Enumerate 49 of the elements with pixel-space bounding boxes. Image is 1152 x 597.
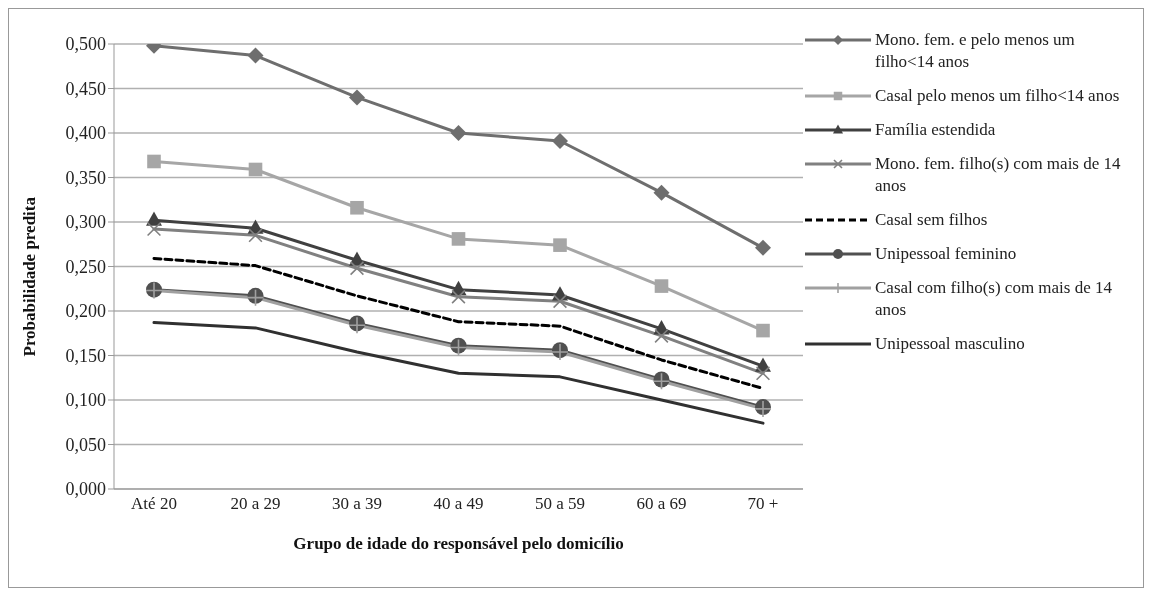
legend-label: Casal sem filhos	[875, 209, 988, 231]
line-series	[152, 321, 765, 425]
point	[553, 238, 567, 252]
point	[451, 289, 466, 304]
y-tick-label: 0,000	[65, 479, 106, 500]
point	[146, 221, 162, 237]
x-tick-label: 40 a 49	[433, 494, 484, 514]
point	[755, 366, 771, 381]
x-tick-label: Até 20	[131, 494, 177, 514]
y-axis-title: Probabilidade predita	[20, 196, 40, 357]
point	[349, 89, 365, 106]
legend-label: Casal pelo menos um filho<14 anos	[875, 85, 1120, 107]
legend-label: Mono. fem. filho(s) com mais de 14 anos	[875, 153, 1122, 197]
y-tick-label: 0,450	[65, 78, 106, 99]
x-tick-label: 70 +	[747, 494, 779, 514]
y-tick-label: 0,250	[65, 256, 106, 277]
point	[147, 154, 161, 169]
point	[350, 200, 364, 215]
x-tick-label: 50 a 59	[534, 494, 586, 514]
point	[450, 125, 467, 141]
legend-label: Casal com filho(s) com mais de 14 anos	[875, 277, 1113, 321]
y-tick-label: 0,200	[65, 301, 106, 322]
legend-label: Unipessoal masculino	[875, 333, 1025, 355]
legend-label: Unipessoal feminino	[875, 243, 1017, 265]
point	[248, 228, 263, 243]
x-tick-label: 60 a 69	[636, 494, 687, 514]
x-axis-title: Grupo de idade do responsável pelo domicílio	[293, 534, 624, 553]
legend-label: Família estendida	[875, 119, 996, 141]
point	[755, 239, 771, 256]
x-tick-label: 20 a 29	[230, 494, 281, 514]
point	[247, 47, 264, 64]
y-tick-label: 0,150	[65, 345, 106, 366]
point	[653, 184, 670, 201]
y-tick-label: 0,100	[65, 390, 106, 411]
y-tick-label: 0,500	[65, 34, 106, 55]
x-tick-label: 30 a 39	[331, 494, 383, 514]
y-tick-label: 0,300	[65, 212, 106, 233]
point	[451, 232, 466, 246]
y-tick-label: 0,400	[65, 123, 106, 144]
legend-label: Mono. fem. e pelo menos um filho<14 anos	[875, 29, 1076, 73]
y-tick-label: 0,050	[65, 434, 106, 455]
point	[248, 162, 263, 177]
point	[349, 261, 365, 276]
point	[552, 294, 568, 309]
point	[552, 133, 568, 150]
y-tick-label: 0,350	[65, 167, 106, 188]
point	[654, 328, 669, 344]
point	[654, 279, 669, 293]
point	[756, 323, 770, 338]
